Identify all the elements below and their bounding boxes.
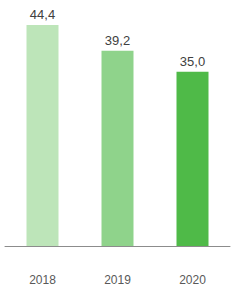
svg-text:44,4: 44,4 xyxy=(30,7,55,22)
svg-text:2019: 2019 xyxy=(104,273,131,287)
svg-text:2018: 2018 xyxy=(29,273,56,287)
svg-text:35,0: 35,0 xyxy=(180,54,205,69)
svg-text:2020: 2020 xyxy=(179,273,206,287)
svg-text:39,2: 39,2 xyxy=(105,33,130,48)
